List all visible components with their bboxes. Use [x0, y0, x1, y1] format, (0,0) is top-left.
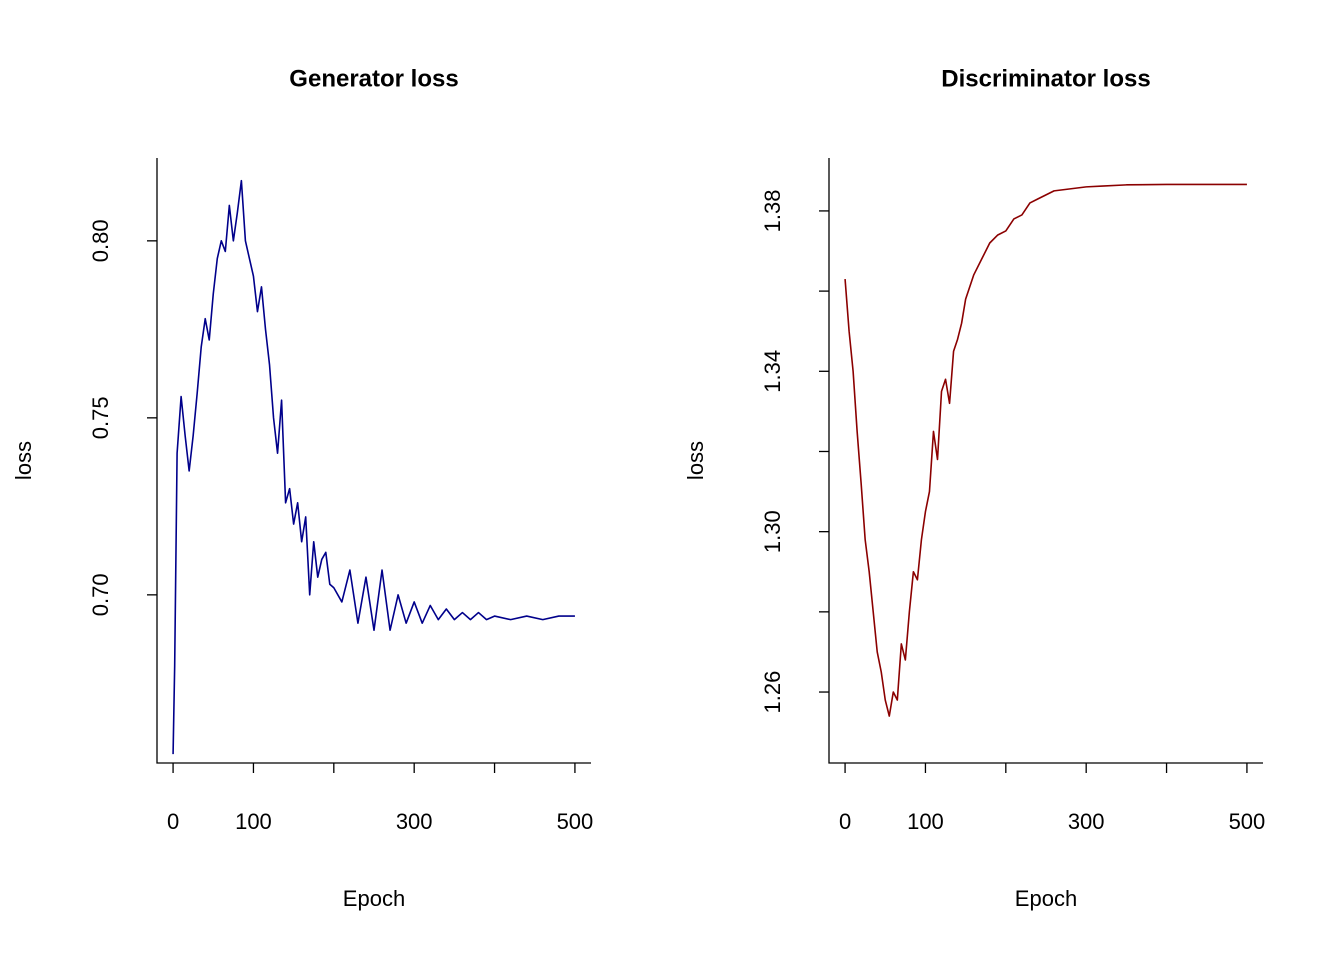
line-series [844, 183, 1247, 717]
y-tick-label: 1.34 [760, 350, 785, 393]
chart-title: Generator loss [289, 65, 458, 92]
y-tick-label: 0.80 [88, 219, 113, 262]
y-tick-label: 1.30 [760, 510, 785, 553]
x-axis-label: Epoch [1015, 886, 1077, 911]
y-tick-label: 0.70 [88, 573, 113, 616]
y-tick-label: 1.26 [760, 671, 785, 714]
x-tick-label: 300 [1068, 809, 1105, 834]
x-tick-label: 500 [1229, 809, 1266, 834]
axis-box [156, 158, 591, 764]
line-series [172, 179, 575, 755]
chart-title: Discriminator loss [941, 65, 1150, 92]
axis-box [828, 158, 1263, 764]
x-tick-label: 100 [907, 809, 944, 834]
y-axis-label: loss [11, 441, 36, 480]
y-tick-label: 0.75 [88, 396, 113, 439]
x-tick-label: 0 [839, 809, 851, 834]
x-tick-label: 500 [557, 809, 594, 834]
x-tick-label: 300 [396, 809, 433, 834]
y-axis-label: loss [683, 441, 708, 480]
y-tick-label: 1.38 [760, 190, 785, 233]
x-axis-label: Epoch [343, 886, 405, 911]
x-tick-label: 100 [235, 809, 272, 834]
x-tick-label: 0 [167, 809, 179, 834]
